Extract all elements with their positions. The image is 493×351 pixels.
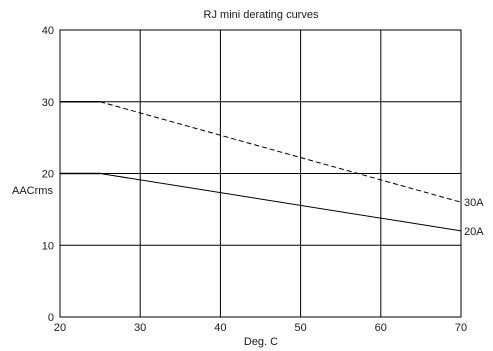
x-tick-label: 70 <box>455 322 467 334</box>
x-tick-label: 60 <box>375 322 387 334</box>
y-tick-label: 20 <box>42 169 54 181</box>
series-layer: 30A 20A <box>60 100 484 238</box>
x-tick-label: 40 <box>214 322 226 334</box>
grid <box>60 30 461 317</box>
y-tick-label: 30 <box>42 97 54 109</box>
series-line-30A <box>99 101 462 203</box>
chart-title: RJ mini derating curves <box>204 9 319 21</box>
x-tick-label: 20 <box>54 322 66 334</box>
tick-labels: 20 30 40 50 60 70 0 10 20 30 40 <box>42 25 467 334</box>
x-tick-label: 30 <box>134 322 146 334</box>
y-axis-label: AACrms <box>12 185 53 197</box>
y-tick-label: 40 <box>42 25 54 37</box>
y-tick-label: 10 <box>42 240 54 252</box>
x-tick-label: 50 <box>294 322 306 334</box>
x-axis-label: Deg. C <box>244 336 278 348</box>
y-tick-label: 0 <box>48 312 54 324</box>
series-label-30A: 30A <box>464 197 484 209</box>
series-label-20A: 20A <box>464 226 484 238</box>
series-line-20A <box>100 173 462 232</box>
